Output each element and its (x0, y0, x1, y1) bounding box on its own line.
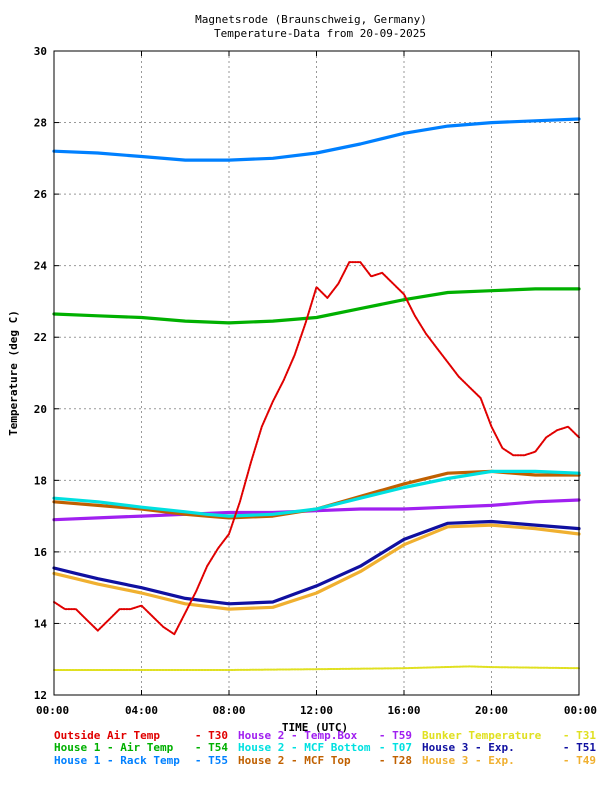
y-tick-label: 22 (34, 331, 47, 344)
series-line-t54 (52, 287, 581, 325)
x-axis-label: TIME (UTC) (282, 721, 348, 734)
x-tick-label: 04:00 (125, 704, 158, 717)
x-tick-label: 20:00 (475, 704, 508, 717)
legend: Outside Air Temp - T30 House 2 - Temp.Box -… (54, 729, 596, 767)
y-tick-label: 26 (34, 188, 48, 201)
y-tick-label: 30 (34, 45, 47, 58)
series-line-t55 (52, 117, 581, 162)
legend-code-t07: - T07 (379, 741, 412, 754)
legend-code-t51: - T51 (563, 741, 596, 754)
x-tick-label: 08:00 (212, 704, 245, 717)
legend-code-t54: - T54 (195, 741, 228, 754)
legend-entry-t49: House 3 - Exp. (422, 754, 515, 767)
legend-code-t31: - T31 (563, 729, 596, 742)
x-axis-ticks: 00:00 04:00 08:00 12:00 16:00 20:00 00:00 (36, 51, 597, 717)
legend-entry-t30: Outside Air Temp (54, 729, 160, 742)
x-tick-label: 12:00 (300, 704, 333, 717)
y-tick-label: 16 (34, 546, 48, 559)
legend-entry-t59: House 2 - Temp.Box (238, 729, 358, 742)
series-line-t31 (53, 665, 580, 671)
y-tick-label: 18 (34, 474, 47, 487)
series-line-t59 (52, 498, 581, 522)
legend-code-t49: - T49 (563, 754, 596, 767)
chart-subtitle: Temperature-Data from 20-09-2025 (214, 27, 426, 40)
y-axis-label: Temperature (deg C) (7, 310, 20, 436)
legend-entry-t28: House 2 - MCF Top (238, 754, 351, 767)
legend-entry-t55: House 1 - Rack Temp (54, 754, 180, 767)
legend-entry-t54: House 1 - Air Temp (54, 741, 174, 754)
series-layer (52, 117, 581, 671)
y-tick-label: 20 (34, 403, 47, 416)
series-line-t07 (52, 469, 581, 518)
legend-code-t28: - T28 (379, 754, 412, 767)
x-tick-label: 00:00 (36, 704, 69, 717)
x-tick-label: 16:00 (387, 704, 420, 717)
chart-title: Magnetsrode (Braunschweig, Germany) (195, 13, 427, 26)
y-tick-label: 28 (34, 117, 47, 130)
legend-entry-t51: House 3 - Exp. (422, 741, 515, 754)
legend-code-t59: - T59 (379, 729, 412, 742)
x-tick-label: 00:00 (564, 704, 597, 717)
series-line-t51 (52, 519, 581, 606)
y-axis-ticks: 12 14 16 18 20 22 24 26 28 30 (34, 45, 579, 702)
legend-entry-t07: House 2 - MCF Bottom (238, 741, 371, 754)
y-tick-label: 14 (34, 617, 48, 630)
grid-lines (54, 51, 579, 695)
series-line-t49 (52, 523, 581, 611)
y-tick-label: 24 (34, 260, 48, 273)
legend-code-t55: - T55 (195, 754, 228, 767)
y-tick-label: 12 (34, 689, 47, 702)
series-line-t30 (53, 261, 580, 636)
legend-code-t30: - T30 (195, 729, 228, 742)
legend-entry-t31: Bunker Temperature (422, 729, 542, 742)
